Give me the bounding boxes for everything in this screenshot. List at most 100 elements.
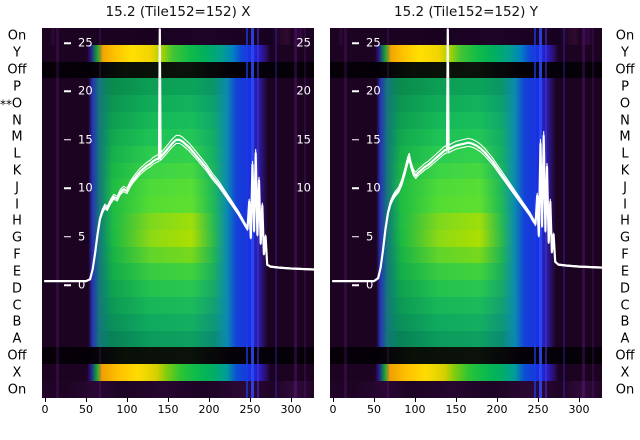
x-tick-label: 150	[157, 403, 179, 416]
row-label-right-f-13: F	[621, 247, 629, 263]
row-label-left-y-1: Y	[13, 45, 21, 61]
x-tick-mark	[250, 398, 251, 402]
row-label-right-a-18: A	[620, 331, 630, 347]
row-label-right-m-6: M	[619, 129, 631, 145]
row-label-right-on-0: On	[615, 28, 635, 44]
row-label-right-o-4: O	[619, 96, 631, 112]
x-tick-label: 50	[367, 403, 381, 416]
heatmap-vertical-line	[582, 28, 585, 398]
row-label-right-on-21: On	[615, 382, 635, 398]
y-tick-mark	[352, 235, 359, 238]
row-label-left-b-17: B	[12, 314, 22, 330]
y-tick-label: 25	[352, 37, 381, 49]
heatmap-vertical-line	[344, 28, 347, 398]
row-label-left-x-20: X	[12, 365, 22, 381]
y-tick-mark	[352, 90, 359, 93]
y-tick-label: 25	[64, 37, 93, 49]
row-label-left-m-6: M	[11, 129, 23, 145]
x-tick-mark	[333, 398, 334, 402]
plot-title-x: 15.2 (Tile152=152) X	[105, 4, 251, 20]
x-tick-mark	[456, 398, 457, 402]
y-tick-label: 15	[352, 134, 381, 146]
row-label-right-n-5: N	[620, 113, 630, 128]
heatmap-vertical-line	[539, 28, 542, 398]
x-tick-mark	[168, 398, 169, 402]
y-tick-value: 0	[366, 277, 374, 292]
x-tick-label: 150	[445, 403, 467, 416]
y-tick-value: 0	[78, 277, 86, 292]
x-tick-mark	[45, 398, 46, 402]
x-tick-mark	[209, 398, 210, 402]
x-tick-label: 200	[486, 403, 508, 416]
y-tick-label: 10	[64, 182, 93, 194]
row-label-right-off-2: Off	[615, 62, 635, 78]
row-label-left-d-15: D	[11, 281, 22, 297]
row-label-right-i-10: I	[623, 197, 627, 213]
x-tick-mark	[497, 398, 498, 402]
y-tick-mark	[352, 42, 359, 44]
row-label-right-b-17: B	[620, 314, 630, 330]
row-label-left-p-3: P	[13, 79, 21, 95]
x-tick-mark	[579, 398, 580, 402]
heatmap-panel-x: 25 20 15 10 5 0 25 20 15 10	[42, 28, 314, 398]
y-tick-value: 15	[366, 132, 381, 147]
heatmap-vertical-line	[534, 28, 536, 398]
y-tick-value: 10	[366, 180, 381, 195]
y-tick-label: 0	[352, 279, 373, 291]
y-tick-mark	[64, 235, 71, 238]
row-label-right-e-14: E	[620, 264, 630, 280]
row-label-left-off-2: Off	[7, 62, 27, 78]
profile-curve	[331, 28, 602, 283]
y-tick-label-right: 20	[296, 83, 311, 98]
row-label-right-c-16: C	[620, 298, 630, 313]
heatmap-vertical-line	[275, 28, 277, 398]
row-label-right-k-8: K	[620, 163, 630, 179]
y-tick-label: 0	[64, 279, 85, 291]
selected-row-marker: **	[0, 97, 12, 112]
y-tick-mark	[352, 139, 359, 141]
y-tick-value: 25	[78, 35, 93, 50]
y-tick-label: 15	[64, 134, 93, 146]
x-tick-label: 0	[41, 403, 49, 416]
row-label-right-d-15: D	[619, 281, 630, 297]
row-label-left-o-4: O **	[0, 96, 23, 112]
y-tick-value: 20	[78, 83, 93, 98]
row-label-left-e-14: E	[12, 264, 22, 280]
row-label-left-f-13: F	[13, 247, 21, 263]
row-label-right-h-11: H	[620, 213, 630, 229]
row-label-right-j-9: J	[623, 180, 627, 196]
plot-title-y: 15.2 (Tile152=152) Y	[394, 4, 538, 20]
row-label-left-on-0: On	[7, 28, 27, 44]
row-label-left-h-11: H	[12, 213, 22, 229]
y-tick-mark	[64, 284, 71, 286]
x-tick-label: 250	[527, 403, 549, 416]
y-tick-label: 20	[64, 83, 93, 98]
row-label-left-off-19: Off	[7, 348, 27, 364]
y-tick-label: 5	[64, 230, 85, 243]
x-tick-mark	[291, 398, 292, 402]
x-tick-mark	[374, 398, 375, 402]
x-tick-label: 100	[404, 403, 426, 416]
heatmap-vertical-line	[304, 28, 306, 398]
row-label-left-g-12: G	[11, 230, 23, 246]
row-label-right-g-12: G	[619, 230, 631, 246]
y-tick-value: 20	[366, 83, 381, 98]
row-label-left-on-21: On	[7, 382, 27, 398]
row-label-right-p-3: P	[621, 79, 629, 95]
x-tick-mark	[127, 398, 128, 402]
y-tick-label-right: 25	[296, 35, 311, 50]
y-tick-mark	[64, 139, 71, 141]
x-tick-label: 200	[198, 403, 220, 416]
y-tick-label: 10	[352, 182, 381, 194]
row-label-left-a-18: A	[12, 331, 22, 347]
row-label-left-i-10: I	[15, 197, 19, 213]
heatmap-vertical-line	[251, 28, 254, 398]
x-tick-label: 250	[239, 403, 261, 416]
row-label-right-x-20: X	[620, 365, 630, 381]
profile-curve	[43, 28, 314, 283]
y-tick-label-right: 10	[296, 180, 311, 195]
y-tick-label-right: 15	[296, 132, 311, 147]
y-tick-mark	[64, 90, 71, 93]
y-tick-value: 25	[366, 35, 381, 50]
